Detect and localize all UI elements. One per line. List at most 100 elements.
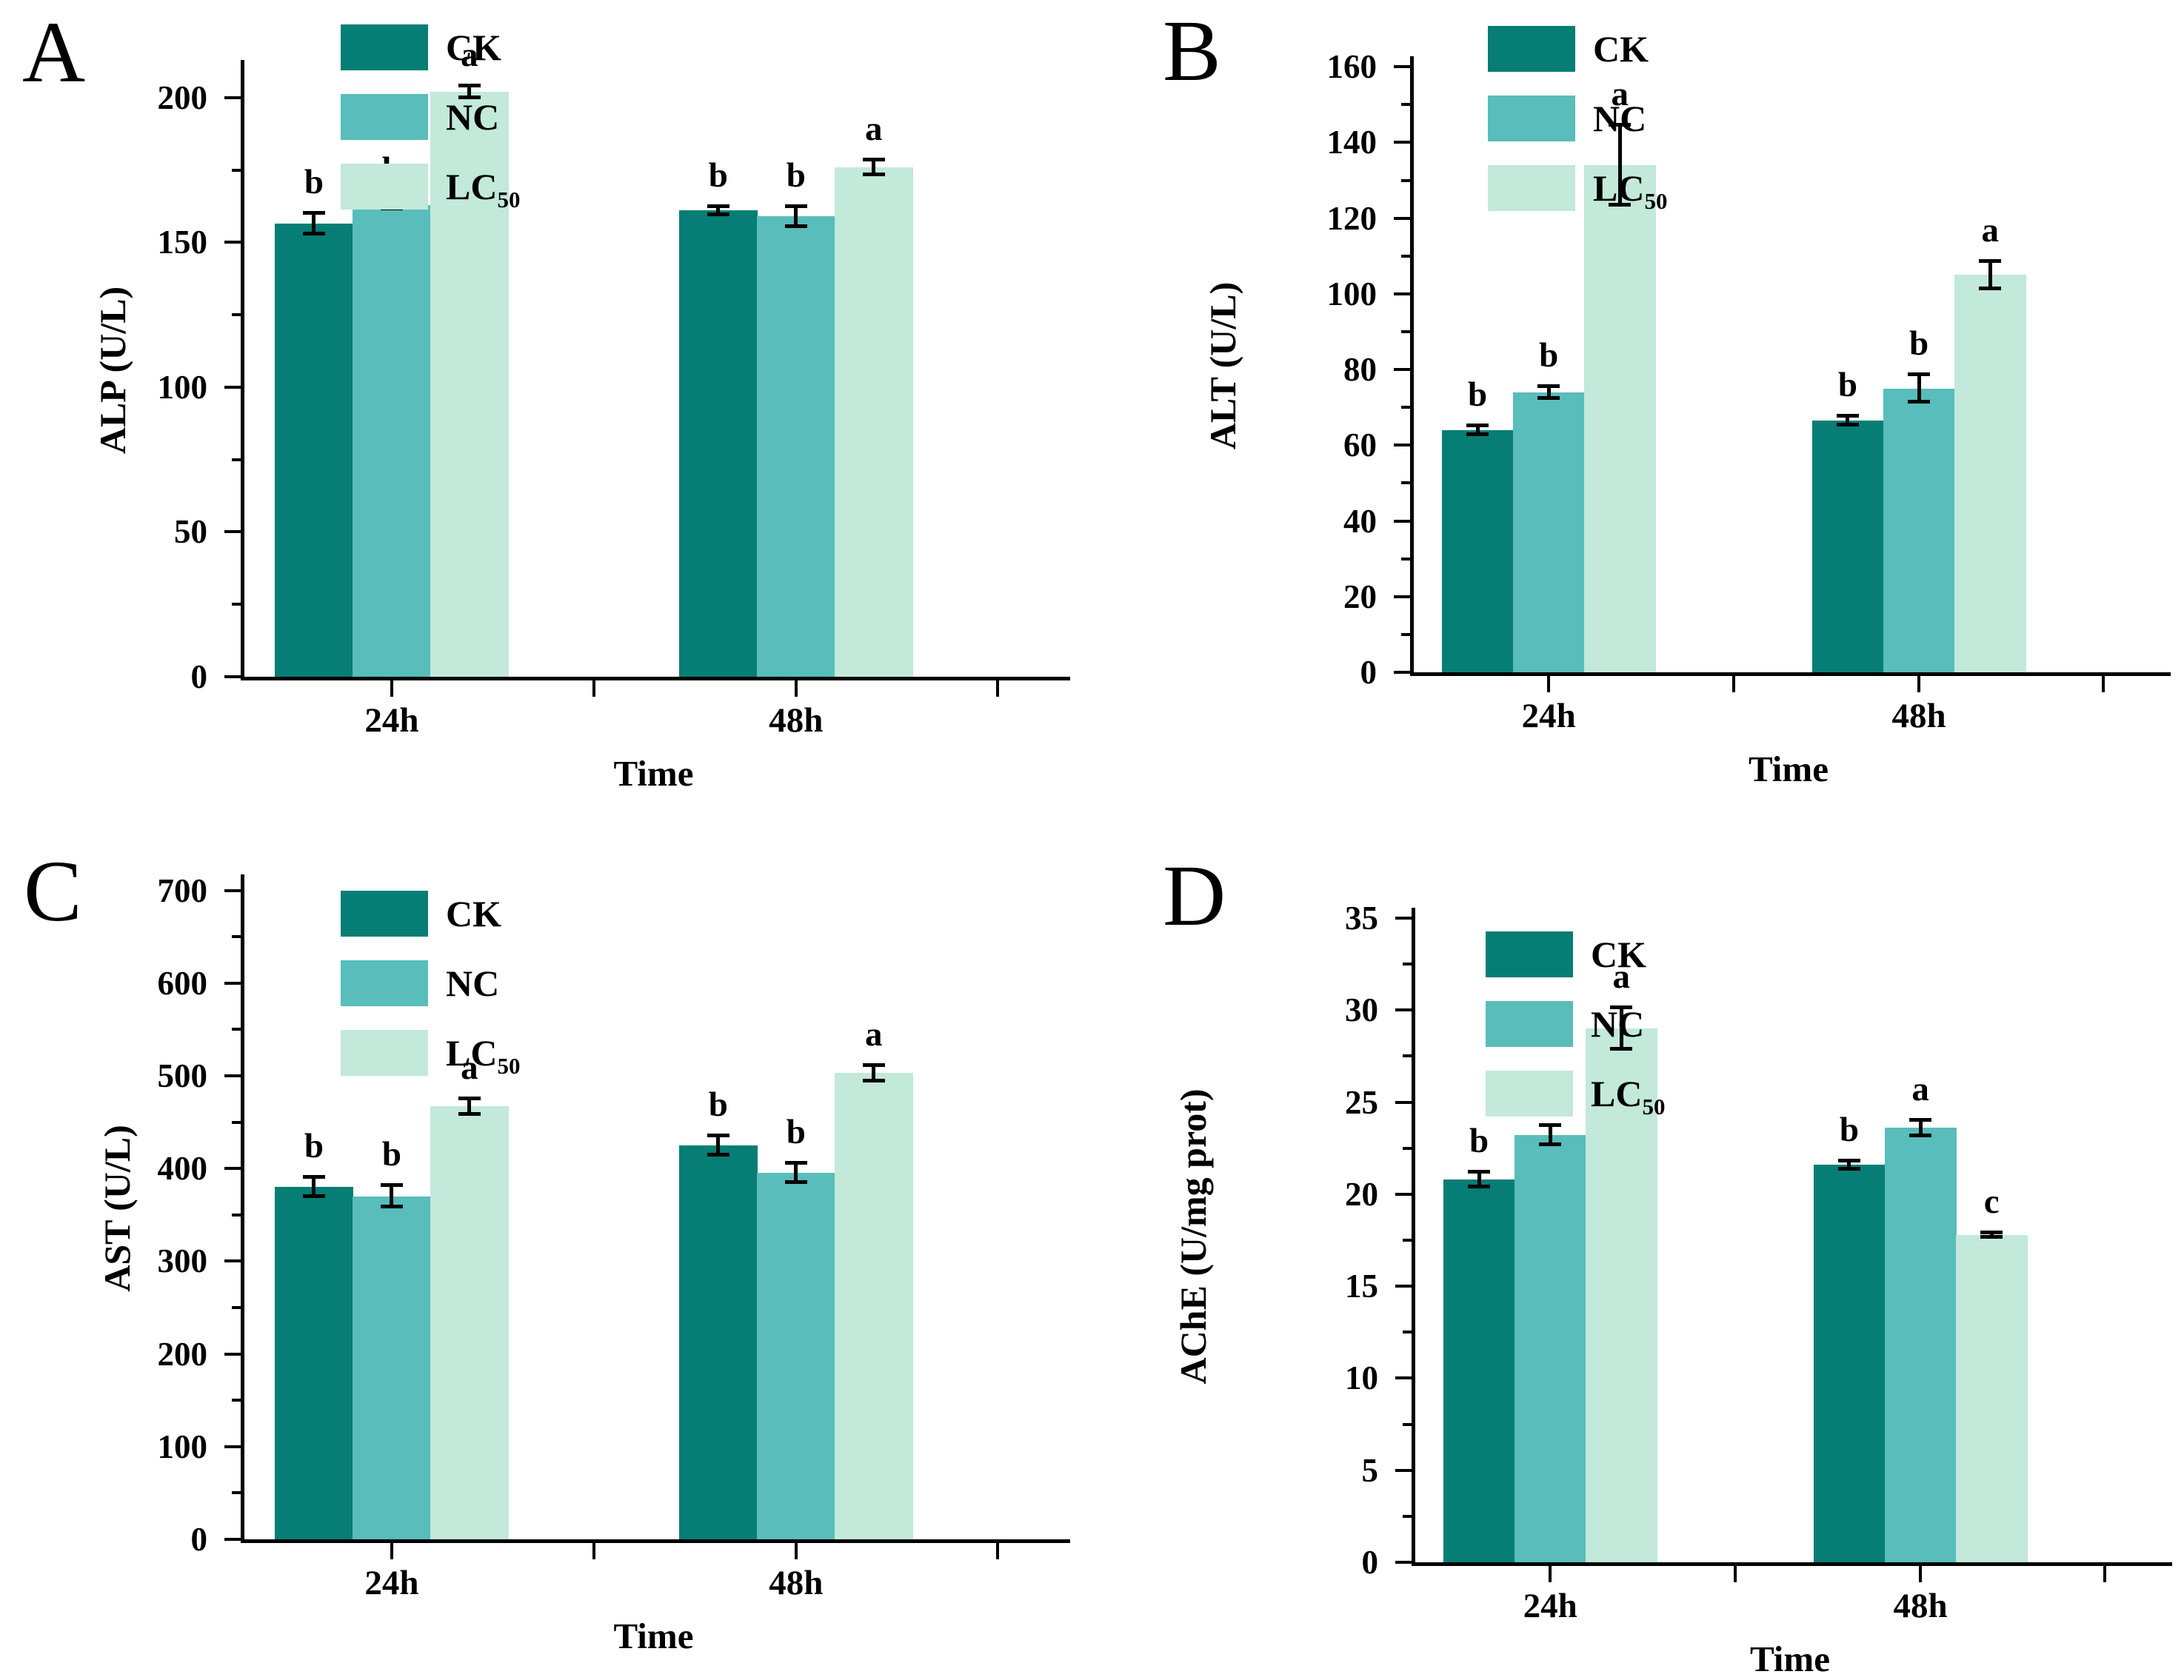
bar-ck-48h	[679, 1145, 758, 1539]
legend-swatch-lc	[1486, 1071, 1573, 1117]
significance-letter-ck-24h: b	[1469, 1121, 1489, 1160]
y-major-tick	[224, 1538, 241, 1541]
y-tick-label: 80	[1343, 351, 1377, 389]
y-tick-label: 0	[190, 658, 208, 695]
x-axis-line	[241, 677, 1070, 680]
y-tick-label: 100	[157, 1428, 208, 1465]
significance-letter-nc-48h: b	[786, 155, 806, 195]
panel-c-plot: 0 100 200 300 400 500 600 700 24h 48h Time AST (U/L…	[96, 872, 1070, 1656]
legend-swatch-lc	[341, 1030, 428, 1076]
y-axis-title: AChE (U/mg prot)	[1172, 1088, 1214, 1385]
legend-label-lc: LC50	[446, 166, 521, 212]
significance-letter-ck-48h: b	[1837, 366, 1858, 405]
y-tick-label: 35	[1345, 899, 1378, 937]
bar-lc50-48h	[1954, 275, 2027, 672]
y-major-tick	[1394, 141, 1410, 144]
y-major-tick	[1395, 1100, 1412, 1104]
y-major-tick	[1394, 519, 1410, 523]
y-major-tick	[1395, 1561, 1412, 1564]
y-axis-title: AST (U/L)	[96, 1125, 138, 1292]
error-cap-bottom	[1466, 432, 1489, 436]
y-major-tick	[224, 530, 241, 534]
y-minor-tick	[1401, 481, 1410, 485]
legend-label-subscript: 50	[497, 187, 521, 212]
y-tick-label: 30	[1345, 991, 1378, 1029]
y-axis-line	[241, 874, 244, 1543]
error-cap-bottom	[458, 95, 481, 99]
y-tick-label: 200	[157, 1335, 208, 1373]
y-minor-tick	[1403, 1331, 1412, 1334]
bar-ck-48h	[1811, 421, 1884, 672]
y-minor-tick	[232, 458, 241, 461]
y-tick-label: 300	[157, 1242, 208, 1280]
legend-swatch-ck	[341, 24, 428, 70]
error-cap-top	[1980, 1230, 2003, 1234]
legend-label-nc: NC	[446, 96, 500, 138]
y-tick-label: 200	[157, 78, 208, 116]
error-cap-top	[1610, 1005, 1633, 1010]
error-cap-bottom	[707, 212, 729, 217]
legend-swatch-ck	[1486, 931, 1573, 977]
legend-label-nc: NC	[1591, 1003, 1645, 1045]
bar-ck-24h	[275, 224, 354, 677]
x-tick	[390, 680, 393, 697]
bar-nc-24h	[1513, 392, 1586, 672]
bar-ck-48h	[679, 210, 758, 677]
significance-letter-lc50-48h: a	[864, 1014, 883, 1054]
bar-lc50-24h	[1586, 1028, 1658, 1562]
x-tick	[2103, 1566, 2107, 1582]
significance-letter-lc50-24h: a	[1612, 957, 1631, 997]
x-axis-title: Time	[1750, 1639, 1830, 1679]
y-major-tick	[224, 96, 241, 99]
y-tick-label: 0	[190, 1521, 208, 1558]
error-cap-bottom	[862, 172, 885, 176]
y-tick-label: 500	[157, 1057, 208, 1094]
error-bar-ck-24h	[1477, 1170, 1481, 1189]
x-category-label-48h: 48h	[769, 701, 824, 740]
error-bar-lc50-48h	[872, 158, 876, 176]
y-major-tick	[1395, 1468, 1412, 1472]
y-minor-tick	[232, 935, 241, 939]
significance-letter-ck-48h: b	[1839, 1110, 1860, 1149]
x-tick	[794, 1543, 798, 1559]
significance-letter-nc-48h: b	[786, 1113, 806, 1152]
error-cap-top	[302, 211, 325, 215]
y-minor-tick	[232, 1305, 241, 1309]
x-tick	[1919, 1566, 1923, 1582]
error-cap-top	[1909, 1117, 1932, 1122]
y-tick-label: 100	[1326, 275, 1377, 312]
panel-d-letter: D	[1163, 847, 1226, 944]
significance-letter-nc-48h: b	[1909, 324, 1929, 364]
y-major-tick	[1394, 216, 1410, 220]
legend-label-nc: NC	[446, 963, 500, 1004]
x-tick	[995, 1543, 999, 1559]
panel-c: C 0 100 200 300 400 500 600 700 24h 48h Time AST (U…	[0, 833, 1092, 1666]
error-cap-top	[1836, 414, 1859, 418]
error-cap-bottom	[1836, 422, 1859, 426]
error-cap-top	[784, 204, 807, 208]
x-tick	[1547, 676, 1551, 692]
error-bar-lc50-24h	[467, 1097, 472, 1116]
error-cap-bottom	[1837, 1166, 1860, 1171]
error-bar-nc-48h	[794, 1162, 798, 1185]
x-tick	[794, 680, 798, 697]
error-cap-bottom	[1537, 396, 1560, 400]
significance-letter-ck-24h: b	[1467, 375, 1488, 415]
error-cap-bottom	[1908, 400, 1931, 404]
y-tick-label: 5	[1361, 1451, 1379, 1489]
error-bar-ck-48h	[1846, 415, 1850, 426]
error-cap-top	[1609, 122, 1632, 127]
y-major-tick	[224, 888, 241, 892]
error-cap-bottom	[1979, 286, 2002, 290]
x-category-label-24h: 24h	[1521, 697, 1576, 735]
y-minor-tick	[232, 168, 241, 172]
y-minor-tick	[1403, 1146, 1412, 1150]
y-major-tick	[224, 1167, 241, 1171]
y-major-tick	[224, 1259, 241, 1263]
panel-b-letter: B	[1163, 2, 1221, 99]
y-minor-tick	[232, 1491, 241, 1495]
panel-a-letter: A	[22, 4, 86, 101]
significance-letter-ck-48h: b	[708, 155, 728, 195]
significance-letter-nc-24h: b	[381, 1135, 401, 1174]
